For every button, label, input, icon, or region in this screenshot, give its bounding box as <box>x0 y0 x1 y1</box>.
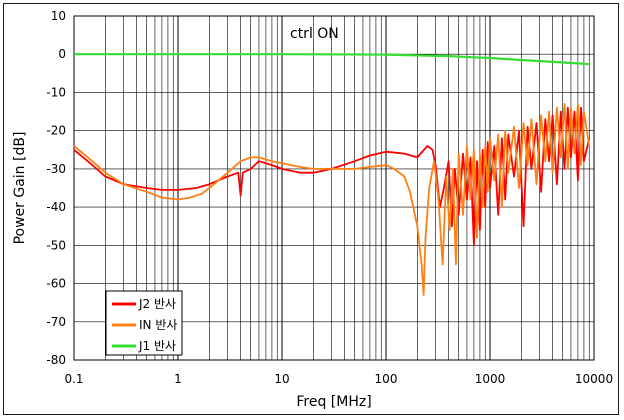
x-axis-title: Freq [MHz] <box>296 394 371 410</box>
y-tick-label: -70 <box>46 315 66 329</box>
legend: J2 반사 IN 반사 J1 반사 <box>105 290 183 356</box>
series-line-1 <box>73 106 591 247</box>
y-tick-label: -20 <box>46 124 66 138</box>
legend-label: J1 반사 <box>138 339 176 353</box>
y-tick-label: 0 <box>58 47 66 61</box>
legend-box <box>105 290 183 356</box>
y-tick-label: -30 <box>46 162 66 176</box>
y-tick-label: -50 <box>46 238 66 252</box>
series-line-2 <box>73 103 591 296</box>
x-tick-label: 10 <box>274 372 289 386</box>
y-tick-label: -80 <box>46 353 66 367</box>
y-tick-label: -60 <box>46 277 66 291</box>
legend-label: IN 반사 <box>139 318 177 332</box>
y-tick-label: -40 <box>46 200 66 214</box>
y-tick-label: 10 <box>51 9 66 23</box>
y-axis-title: Power Gain [dB] <box>12 132 28 245</box>
x-tick-label: 1 <box>174 372 182 386</box>
chart-annotation: ctrl ON <box>290 26 339 42</box>
legend-label: J2 반사 <box>138 297 176 311</box>
x-tick-label: 100 <box>375 372 398 386</box>
x-tick-label: 0.1 <box>64 372 83 386</box>
y-tick-labels: 10 0 -10 -20 -30 -40 -50 -60 -70 -80 <box>46 9 66 367</box>
x-tick-label: 10000 <box>575 372 613 386</box>
series-lines <box>73 53 591 296</box>
x-tick-label: 1000 <box>475 372 506 386</box>
x-tick-labels: 0.1 1 10 100 1000 10000 <box>64 372 613 386</box>
y-tick-label: -10 <box>46 85 66 99</box>
plot-border <box>73 15 595 361</box>
series-line-3 <box>74 53 590 66</box>
